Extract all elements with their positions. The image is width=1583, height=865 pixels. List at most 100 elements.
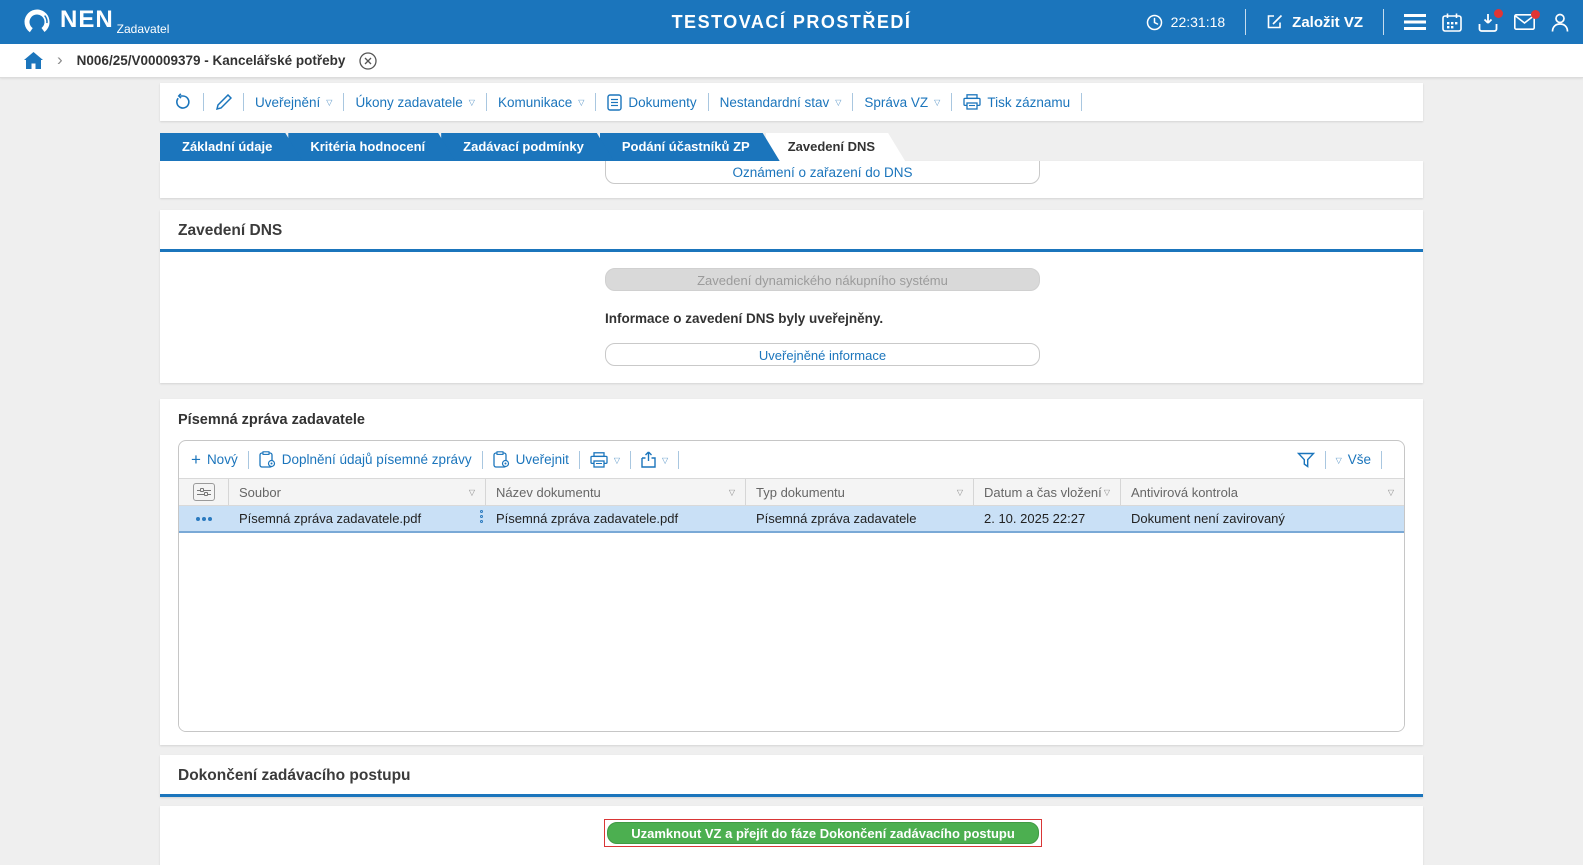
grid-empty-area <box>179 533 1404 731</box>
cell-antivir[interactable]: Dokument není zavirovaný <box>1131 511 1285 526</box>
export-grid-button[interactable]: ▽ <box>641 451 668 468</box>
messages-button[interactable] <box>1514 10 1540 30</box>
divider <box>1324 450 1326 469</box>
tab-zavedeni-dns[interactable]: Zavedení DNS <box>766 133 905 161</box>
divider <box>485 93 487 111</box>
filter-button[interactable] <box>1296 452 1315 468</box>
menu-uverejneni[interactable]: Uveřejnění ▽ <box>255 94 333 110</box>
row-menu-button[interactable] <box>179 506 229 531</box>
breadcrumb-record-label[interactable]: N006/25/V00009379 - Kancelářské potřeby <box>76 53 346 68</box>
grid-settings-cell <box>179 479 229 505</box>
menu-dokumenty[interactable]: Dokumenty <box>607 93 697 111</box>
column-header-antivir[interactable]: Antivirová kontrola ▽ <box>1131 484 1394 500</box>
oznameni-o-zarazeni-button[interactable]: Oznámení o zařazení do DNS <box>605 161 1040 184</box>
divider <box>852 93 854 111</box>
divider <box>247 450 249 469</box>
chevron-down-icon: ▽ <box>468 98 475 107</box>
session-clock: 22:31:18 <box>1146 14 1225 31</box>
divider <box>595 93 597 111</box>
tab-podani-ucastniku-zp[interactable]: Podání účastníků ZP <box>600 133 780 161</box>
zavedeni-dns-button-disabled: Zavedení dynamického nákupního systému <box>605 268 1040 291</box>
sort-filter-icon[interactable]: ▽ <box>468 487 475 497</box>
clipboard-gear-icon <box>259 451 276 468</box>
record-tabs: Základní údaje Kritéria hodnocení Zadáva… <box>160 133 1423 161</box>
user-profile-button[interactable] <box>1551 13 1569 32</box>
chevron-down-icon: ▽ <box>934 98 941 107</box>
edit-record-button[interactable] <box>215 93 232 111</box>
section-title-zavedeni-dns: Zavedení DNS <box>160 210 1423 252</box>
sort-filter-icon[interactable]: ▽ <box>956 487 963 497</box>
clock-icon <box>1146 14 1163 31</box>
document-icon <box>607 93 623 111</box>
chevron-down-icon: ▽ <box>1335 455 1342 465</box>
divider <box>578 450 580 469</box>
refresh-button[interactable] <box>174 93 192 111</box>
uverejnit-button[interactable]: Uveřejnit <box>492 451 569 468</box>
column-settings-icon[interactable] <box>192 483 215 501</box>
tab-zadavaci-podminky[interactable]: Zadávací podmínky <box>441 133 614 161</box>
app-logo[interactable]: NEN Zadavatel <box>22 7 169 37</box>
menu-tisk-zaznamu[interactable]: Tisk záznamu <box>963 94 1070 110</box>
home-button[interactable] <box>24 52 43 69</box>
cell-nazev-dokumentu[interactable]: Písemná zpráva zadavatele.pdf <box>496 511 679 526</box>
menu-nestandardni-stav[interactable]: Nestandardní stav ▽ <box>719 94 842 110</box>
sort-filter-icon[interactable]: ▽ <box>1103 487 1110 497</box>
new-document-button[interactable]: + Nový <box>191 449 238 469</box>
environment-title: TESTOVACÍ PROSTŘEDÍ <box>671 11 912 32</box>
divider <box>1381 450 1382 469</box>
print-grid-button[interactable]: ▽ <box>590 451 621 468</box>
row-actions-icon <box>196 516 212 521</box>
column-header-typ-dokumentu[interactable]: Typ dokumentu ▽ <box>746 479 974 505</box>
plus-icon: + <box>191 449 201 469</box>
column-header-nazev-dokumentu[interactable]: Název dokumentu ▽ <box>486 479 746 505</box>
calendar-button[interactable] <box>1442 13 1462 32</box>
menu-komunikace[interactable]: Komunikace ▽ <box>497 94 585 110</box>
tab-kriteria-hodnoceni[interactable]: Kritéria hodnocení <box>288 133 455 161</box>
table-row[interactable]: Písemná zpráva zadavatele.pdf Písemná zp… <box>179 506 1404 533</box>
clipboard-gear-icon <box>492 451 510 468</box>
main-menu-button[interactable] <box>1404 14 1426 30</box>
row-drag-handle-icon[interactable] <box>480 510 483 523</box>
cell-typ-dokumentu[interactable]: Písemná zpráva zadavatele <box>756 511 917 526</box>
tab-zakladni-udaje[interactable]: Základní údaje <box>160 133 302 161</box>
nen-logo-icon <box>22 7 52 37</box>
grid-toolbar: + Nový Doplnění údajů písemné zprávy Uve… <box>179 441 1404 478</box>
create-vz-button[interactable]: Založit VZ <box>1266 13 1363 31</box>
divider <box>678 450 680 469</box>
downloads-button[interactable] <box>1478 8 1503 32</box>
sort-filter-icon[interactable]: ▽ <box>1387 487 1394 497</box>
messages-notification-dot <box>1531 10 1540 19</box>
documents-grid: + Nový Doplnění údajů písemné zprávy Uve… <box>178 440 1405 732</box>
column-header-soubor[interactable]: Soubor ▽ <box>229 479 486 505</box>
calendar-icon <box>1442 13 1462 32</box>
lock-vz-button[interactable]: Uzamknout VZ a přejít do fáze Dokončení … <box>607 822 1039 844</box>
section-pisemna-zprava: Písemná zpráva zadavatele + Nový Doplněn… <box>160 399 1423 745</box>
funnel-filter-icon <box>1296 452 1315 468</box>
share-export-icon <box>641 451 656 468</box>
close-record-button[interactable] <box>359 51 377 70</box>
cell-soubor[interactable]: Písemná zpráva zadavatele.pdf <box>229 506 486 531</box>
breadcrumb-chevron: › <box>57 49 63 69</box>
divider <box>343 93 345 111</box>
hamburger-menu-icon <box>1404 14 1426 30</box>
chevron-down-icon: ▽ <box>326 98 333 107</box>
chevron-down-icon: ▽ <box>613 455 621 465</box>
downloads-notification-dot <box>1494 8 1503 18</box>
view-filter-vse[interactable]: ▽ Vše <box>1335 452 1371 467</box>
chevron-down-icon: ▽ <box>835 98 842 107</box>
divider <box>707 93 709 111</box>
sort-filter-icon[interactable]: ▽ <box>728 487 735 497</box>
cell-datum[interactable]: 2. 10. 2025 22:27 <box>984 511 1086 526</box>
uverejnene-informace-button[interactable]: Uveřejněné informace <box>605 343 1040 366</box>
section-dokonceni: Dokončení zadávacího postupu <box>160 755 1423 797</box>
breadcrumb: › N006/25/V00009379 - Kancelářské potřeb… <box>0 44 1583 78</box>
dns-published-info-text: Informace o zavedení DNS byly uveřejněny… <box>605 311 884 326</box>
menu-sprava-vz[interactable]: Správa VZ ▽ <box>864 94 941 110</box>
menu-ukony-zadavatele[interactable]: Úkony zadavatele ▽ <box>355 94 475 110</box>
brand-role-label: Zadavatel <box>116 22 170 36</box>
completion-action-card: Uzamknout VZ a přejít do fáze Dokončení … <box>160 806 1423 865</box>
section-title-dokonceni: Dokončení zadávacího postupu <box>160 755 1423 797</box>
column-header-datum[interactable]: Datum a čas vložení ▽ <box>974 479 1121 505</box>
divider <box>203 93 204 111</box>
doplneni-udaju-button[interactable]: Doplnění údajů písemné zprávy <box>259 451 472 468</box>
